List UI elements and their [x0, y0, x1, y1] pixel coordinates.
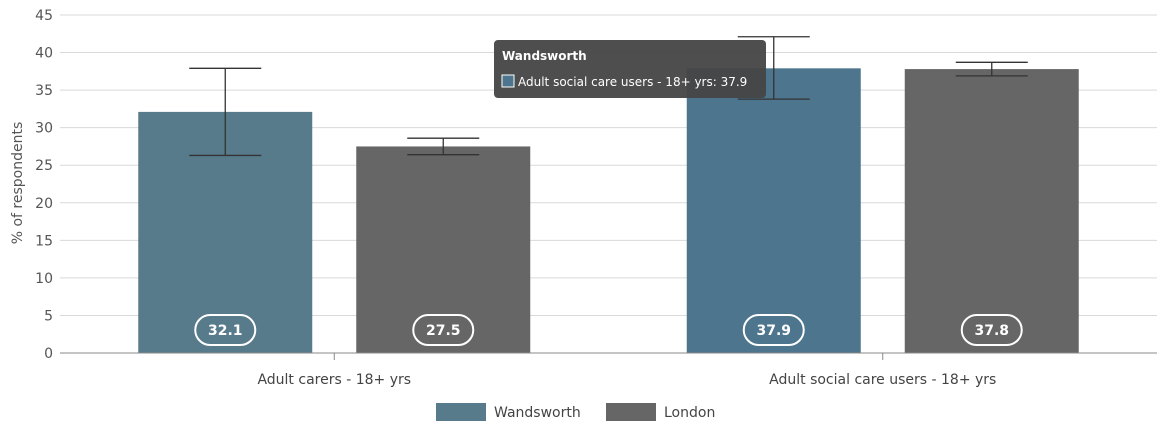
data-label: 27.5: [426, 323, 461, 339]
tooltip-box: [494, 40, 766, 98]
y-tick-label: 35: [35, 83, 53, 99]
legend-swatch[interactable]: [436, 403, 486, 421]
y-tick-label: 30: [35, 121, 53, 137]
x-tick-label: Adult carers - 18+ yrs: [257, 372, 411, 388]
bar[interactable]: [686, 68, 861, 353]
bar[interactable]: [904, 69, 1079, 353]
y-tick-label: 15: [35, 233, 53, 249]
bar[interactable]: [356, 146, 531, 353]
y-tick-label: 10: [35, 271, 53, 287]
legend[interactable]: Wandsworth London: [436, 403, 715, 421]
error-bars: [189, 36, 1028, 157]
y-tick-label: 45: [35, 8, 53, 24]
y-tick-label: 25: [35, 158, 53, 174]
data-label: 37.9: [756, 323, 791, 339]
tooltip-text: Adult social care users - 18+ yrs: 37.9: [518, 75, 747, 89]
y-axis-ticks: 0 5 10 15 20 25 30 35 40 45: [35, 8, 53, 362]
y-tick-label: 40: [35, 46, 53, 62]
legend-label[interactable]: London: [664, 405, 715, 421]
y-tick-label: 0: [44, 346, 53, 362]
y-tick-label: 20: [35, 196, 53, 212]
data-label-pill: [412, 314, 475, 346]
y-tick-label: 5: [44, 308, 53, 324]
data-label-pill: [960, 314, 1023, 346]
legend-label[interactable]: Wandsworth: [494, 405, 581, 421]
data-label: 32.1: [208, 323, 243, 339]
data-label-pill: [194, 314, 257, 346]
x-axis-ticks: Adult carers - 18+ yrs Adult social care …: [257, 353, 996, 388]
tooltip: Wandsworth Adult social care users - 18+ …: [494, 40, 766, 98]
x-tick-label: Adult social care users - 18+ yrs: [769, 372, 996, 388]
tooltip-title: Wandsworth: [502, 49, 587, 63]
legend-swatch[interactable]: [606, 403, 656, 421]
data-labels: 32.1 27.5 37.9 37.8: [194, 314, 1023, 346]
data-label: 37.8: [974, 323, 1009, 339]
tooltip-swatch: [501, 74, 515, 88]
bars[interactable]: [138, 68, 1079, 353]
y-axis-label: % of respondents: [10, 122, 26, 245]
data-label-pill: [742, 314, 805, 346]
